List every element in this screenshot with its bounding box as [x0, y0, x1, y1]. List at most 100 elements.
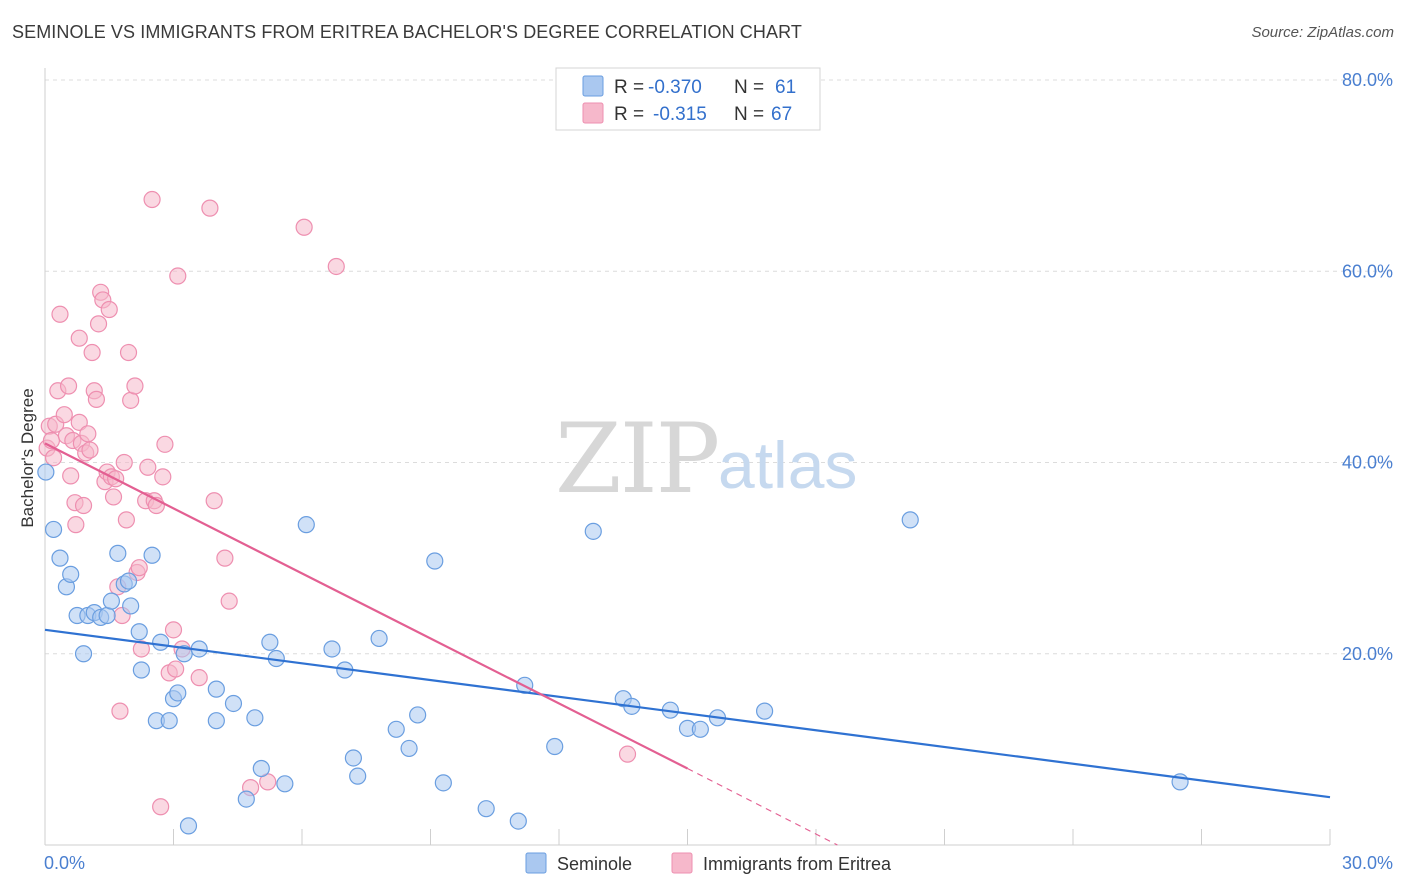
eritrea-point [143, 190, 161, 209]
seminole-points [37, 463, 1189, 835]
eritrea-point [139, 458, 157, 476]
eritrea-point [100, 300, 118, 319]
eritrea-point [130, 559, 148, 577]
eritrea-point [201, 199, 219, 217]
eritrea-point [89, 315, 108, 333]
bottom-legend-swatch-eritrea [671, 852, 693, 874]
seminole-point [132, 661, 150, 679]
eritrea-point [117, 511, 135, 529]
seminole-point [224, 694, 243, 713]
legend-bottom: Seminole Immigrants from Eritrea [525, 852, 892, 874]
eritrea-point [154, 468, 172, 486]
legend-r-value-eritrea: -0.315 [653, 104, 707, 125]
seminole-point [122, 597, 140, 615]
seminole-point [691, 720, 709, 738]
eritrea-point [220, 592, 238, 610]
seminole-point [119, 572, 138, 590]
eritrea-point [70, 329, 88, 347]
eritrea-point [74, 496, 93, 515]
eritrea-point [62, 467, 80, 485]
eritrea-point [79, 425, 97, 443]
legend-n-value-eritrea: 67 [771, 104, 792, 125]
seminole-point [477, 800, 495, 818]
source-label: Source: ZipAtlas.com [1251, 24, 1394, 41]
seminole-point [143, 546, 161, 564]
y-tick-label: 80.0% [1342, 70, 1393, 90]
seminole-point [387, 720, 405, 738]
eritrea-point [122, 391, 140, 409]
bottom-legend-swatch-seminole [525, 852, 547, 874]
bottom-legend-label-eritrea: Immigrants from Eritrea [703, 854, 892, 874]
seminole-point [276, 775, 294, 793]
seminole-point [51, 549, 69, 567]
x-tick-label-max: 30.0% [1342, 853, 1393, 873]
legend-r-label: R = [614, 77, 644, 98]
seminole-point [434, 774, 452, 792]
seminole-point [169, 684, 187, 702]
eritrea-point [327, 257, 345, 276]
legend-n-label: N = [734, 104, 764, 125]
seminole-point [344, 749, 362, 767]
watermark: ZIP atlas [555, 403, 857, 515]
trend-lines [44, 442, 1331, 846]
seminole-point [237, 790, 255, 808]
y-tick-label: 60.0% [1342, 261, 1393, 281]
seminole-point [44, 520, 63, 539]
legend-swatch-eritrea [582, 102, 604, 124]
seminole-point [755, 702, 774, 720]
seminole-point [109, 544, 127, 562]
eritrea-trend-line [44, 442, 688, 770]
seminole-point [349, 767, 367, 785]
seminole-point [261, 633, 279, 651]
legend-r-label: R = [614, 104, 644, 125]
eritrea-point [164, 621, 183, 639]
y-tick-label: 40.0% [1342, 453, 1393, 473]
seminole-point [509, 812, 527, 830]
eritrea-point [44, 449, 63, 467]
seminole-point [179, 817, 198, 835]
seminole-point [98, 606, 116, 625]
eritrea-point [59, 377, 78, 395]
seminole-point [160, 712, 178, 730]
seminole-point [207, 680, 225, 698]
eritrea-point [51, 305, 69, 323]
x-tick-label-min: 0.0% [44, 853, 85, 873]
seminole-point [37, 463, 55, 481]
seminole-point [246, 709, 264, 727]
legend-n-label: N = [734, 77, 764, 98]
eritrea-points [38, 190, 637, 816]
eritrea-point [205, 492, 223, 510]
eritrea-point [115, 453, 133, 472]
grid [45, 79, 1392, 655]
legend-r-value-seminole: -0.370 [648, 77, 702, 98]
eritrea-trend-extension [687, 767, 838, 846]
eritrea-point [618, 745, 637, 763]
eritrea-point [126, 377, 144, 395]
legend-n-value-seminole: 61 [775, 77, 796, 98]
eritrea-point [295, 218, 313, 236]
eritrea-point [190, 669, 208, 687]
eritrea-point [169, 267, 187, 285]
eritrea-point [81, 441, 99, 459]
axes [44, 68, 1331, 846]
seminole-point [370, 629, 388, 648]
watermark-zip: ZIP [555, 403, 718, 515]
seminole-point [102, 592, 120, 610]
eritrea-point [111, 702, 129, 720]
seminole-point [426, 552, 444, 570]
legend-top: R = -0.370 N = 61 R = -0.315 N = 67 [555, 67, 821, 131]
eritrea-point [83, 343, 101, 362]
watermark-atlas: atlas [718, 428, 857, 502]
seminole-point [207, 712, 225, 730]
seminole-point [323, 640, 341, 658]
seminole-point [74, 645, 93, 663]
seminole-point [546, 737, 564, 756]
y-tick-label: 20.0% [1342, 644, 1393, 664]
chart-title: SEMINOLE VS IMMIGRANTS FROM ERITREA BACH… [12, 22, 802, 42]
seminole-point [297, 516, 315, 534]
eritrea-point [67, 516, 85, 534]
tick-labels: 20.0% 40.0% 60.0% 80.0% 0.0% 30.0% [44, 70, 1393, 873]
eritrea-point [167, 660, 185, 678]
seminole-point [130, 623, 148, 641]
